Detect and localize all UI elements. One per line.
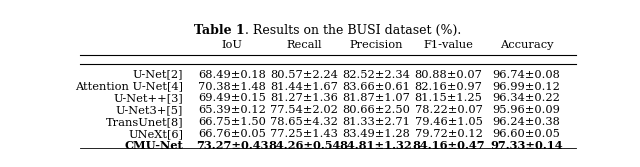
Text: 78.65±4.32: 78.65±4.32 [270,117,338,127]
Text: 80.57±2.24: 80.57±2.24 [270,70,338,80]
Text: U-Net[2]: U-Net[2] [132,70,183,80]
Text: 84.81±1.32: 84.81±1.32 [340,140,413,151]
Text: 84.16±0.47: 84.16±0.47 [412,140,485,151]
Text: 96.24±0.38: 96.24±0.38 [492,117,561,127]
Text: 96.60±0.05: 96.60±0.05 [492,129,561,139]
Text: 81.44±1.67: 81.44±1.67 [270,81,338,92]
Text: TransUnet[8]: TransUnet[8] [106,117,183,127]
Text: Table 1: Table 1 [195,24,245,37]
Text: 83.49±1.28: 83.49±1.28 [342,129,410,139]
Text: 80.88±0.07: 80.88±0.07 [415,70,483,80]
Text: U-Net++[3]: U-Net++[3] [113,93,183,103]
Text: U-Net3+[5]: U-Net3+[5] [116,105,183,115]
Text: 95.96±0.09: 95.96±0.09 [492,105,561,115]
Text: Accuracy: Accuracy [500,40,553,50]
Text: 82.52±2.34: 82.52±2.34 [342,70,410,80]
Text: 69.49±0.15: 69.49±0.15 [198,93,266,103]
Text: 81.87±1.07: 81.87±1.07 [342,93,410,103]
Text: Recall: Recall [287,40,322,50]
Text: 96.34±0.22: 96.34±0.22 [492,93,561,103]
Text: 73.27±0.43: 73.27±0.43 [196,140,269,151]
Text: 81.27±1.36: 81.27±1.36 [270,93,338,103]
Text: Precision: Precision [349,40,403,50]
Text: F1-value: F1-value [424,40,474,50]
Text: . Results on the BUSI dataset (%).: . Results on the BUSI dataset (%). [245,24,461,37]
Text: 78.22±0.07: 78.22±0.07 [415,105,483,115]
Text: 79.72±0.12: 79.72±0.12 [415,129,483,139]
Text: 77.54±2.02: 77.54±2.02 [270,105,338,115]
Text: 81.33±2.71: 81.33±2.71 [342,117,410,127]
Text: 66.75±1.50: 66.75±1.50 [198,117,266,127]
Text: 68.49±0.18: 68.49±0.18 [198,70,266,80]
Text: Attention U-Net[4]: Attention U-Net[4] [75,81,183,92]
Text: 83.66±0.61: 83.66±0.61 [342,81,410,92]
Text: 96.99±0.12: 96.99±0.12 [492,81,561,92]
Text: 81.15±1.25: 81.15±1.25 [415,93,483,103]
Text: 82.16±0.97: 82.16±0.97 [415,81,483,92]
Text: IoU: IoU [222,40,243,50]
Text: 84.26±0.54: 84.26±0.54 [268,140,340,151]
Text: CMU-Net: CMU-Net [124,140,183,151]
Text: UNeXt[6]: UNeXt[6] [128,129,183,139]
Text: 97.33±0.14: 97.33±0.14 [490,140,563,151]
Text: 80.66±2.50: 80.66±2.50 [342,105,410,115]
Text: 65.39±0.12: 65.39±0.12 [198,105,266,115]
Text: 77.25±1.43: 77.25±1.43 [270,129,338,139]
Text: 96.74±0.08: 96.74±0.08 [492,70,561,80]
Text: 70.38±1.48: 70.38±1.48 [198,81,266,92]
Text: 79.46±1.05: 79.46±1.05 [415,117,483,127]
Text: 66.76±0.05: 66.76±0.05 [198,129,266,139]
